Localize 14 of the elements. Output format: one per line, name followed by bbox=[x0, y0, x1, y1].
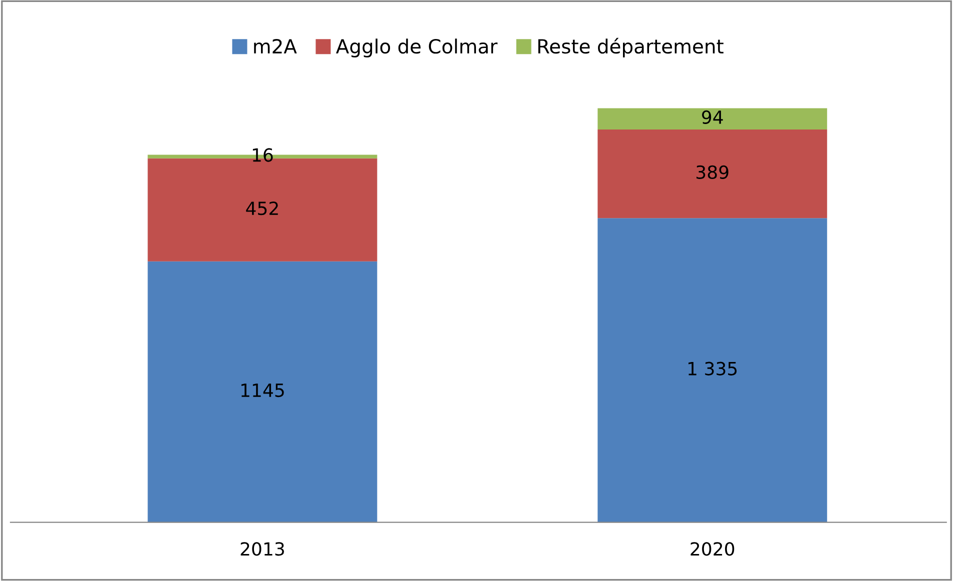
data-label: 1 335 bbox=[688, 362, 737, 376]
data-label: 94 bbox=[702, 110, 723, 124]
bar bbox=[598, 129, 828, 218]
data-label: 452 bbox=[246, 202, 278, 216]
bar bbox=[598, 108, 828, 130]
legend-label: m2A bbox=[254, 38, 297, 54]
legend-label: Reste département bbox=[538, 38, 724, 58]
bar bbox=[598, 218, 828, 522]
x-tick-label: 2020 bbox=[690, 542, 734, 556]
data-label: 389 bbox=[696, 165, 728, 180]
bar bbox=[148, 261, 378, 522]
x-tick-label: 2013 bbox=[240, 542, 284, 556]
data-label: 1145 bbox=[241, 384, 284, 398]
legend-label: Agglo de Colmar bbox=[336, 38, 498, 58]
